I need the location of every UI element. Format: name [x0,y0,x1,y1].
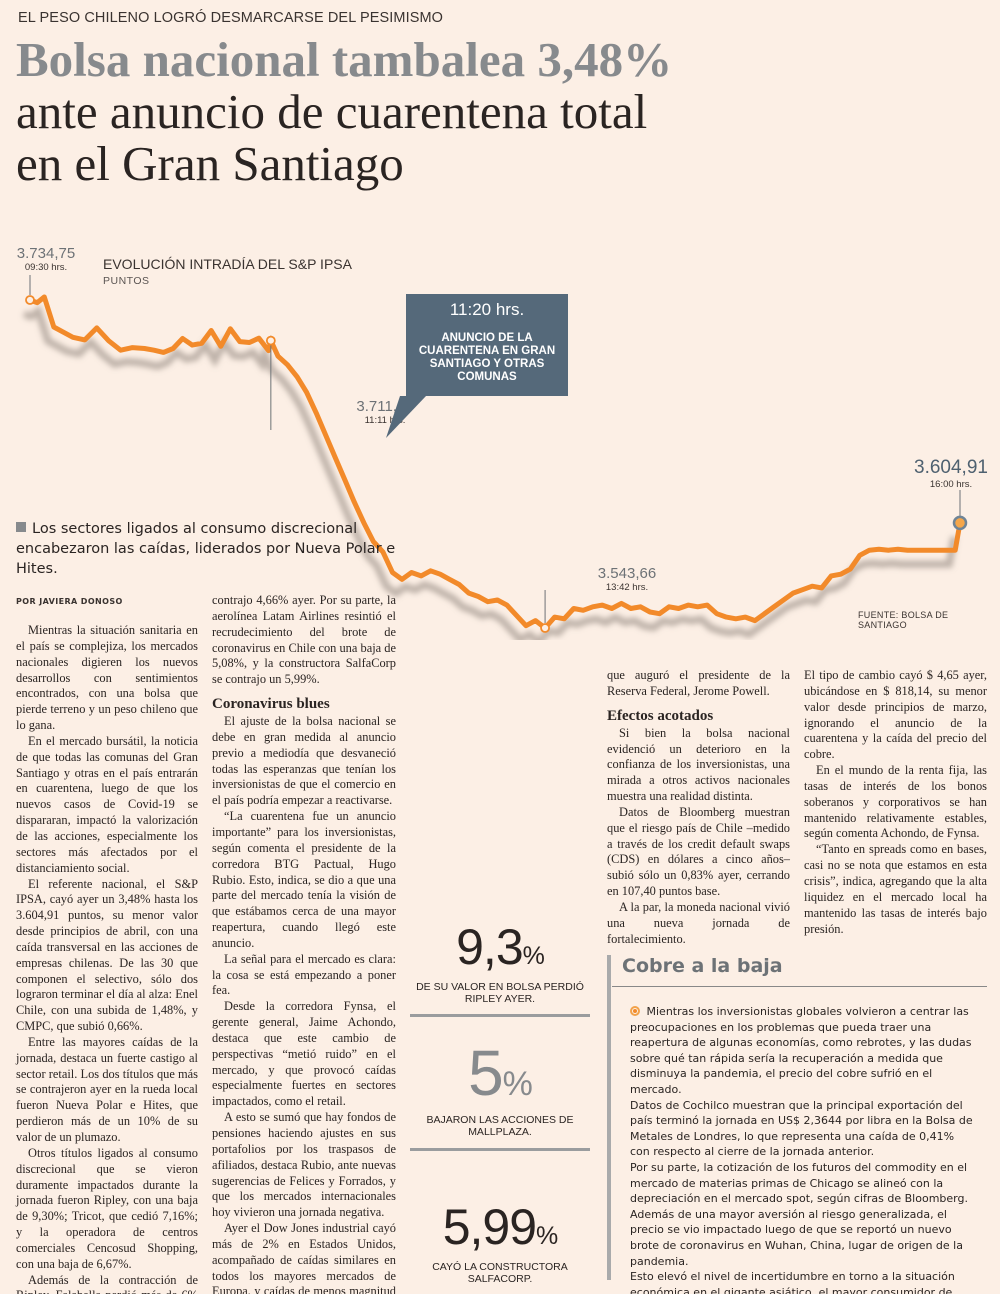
headline-line-3: en el Gran Santiago [16,136,404,191]
paragraph: Entre las mayores caídas de la jornada, … [16,1034,198,1144]
stat-ripley-caption: DE SU VALOR EN BOLSA PERDIÓ RIPLEY AYER. [416,981,584,1005]
paragraph: Mientras la situación sanitaria en el pa… [16,623,198,733]
sidebar-rule [612,986,987,987]
data-point-marker [25,295,35,305]
callout-text: ANUNCIO DE LA CUARENTENA EN GRAN SANTIAG… [418,332,556,383]
stat-mallplaza-number: 5% [410,1041,590,1114]
headline-line-2: ante anuncio de cuarentena total [16,84,648,139]
series-line-ipsa [27,294,963,631]
sidebar-paragraph-text: Mientras los inversionistas globales vol… [630,1005,972,1096]
sidebar-paragraph: Además de una mayor aversión al riesgo g… [630,1207,963,1268]
callout-pointer [386,396,426,438]
callout-pointer-shape [386,396,426,438]
article-column-2: contrajo 4,66% ayer. Por su parte, la ae… [212,593,396,1294]
article-headline: Bolsa nacional tambalea 3,48% ante anunc… [16,34,776,190]
stat-value: 9,3 [456,919,524,975]
paragraph: A esto se sumó que hay fondos de pension… [212,1110,396,1220]
article-column-1: Mientras la situación sanitaria en el pa… [16,623,198,1294]
stat-ripley: 9,3% DE SU VALOR EN BOLSA PERDIÓ RIPLEY … [410,922,590,1005]
paragraph: La señal para el mercado es clara: la co… [212,951,396,998]
stat-value: 5 [468,1037,504,1109]
headline-bold: Bolsa nacional tambalea 3,48% [16,32,673,87]
sidebar-paragraph: Datos de Cochilco muestran que la princi… [630,1098,973,1159]
subheading-efectos-acotados: Efectos acotados [607,707,714,724]
data-point-marker [265,335,276,346]
paragraph: que auguró el presidente de la Reserva F… [607,668,790,698]
stat-ripley-number: 9,3% [410,922,590,981]
stat-salfacorp-number: 5,99% [410,1202,590,1261]
stat-mallplaza: 5% BAJARON LAS ACCIONES DE MALLPLAZA. [410,1041,590,1138]
deck-text: Los sectores ligados al consumo discreci… [16,521,396,577]
stat-mallplaza-caption: BAJARON LAS ACCIONES DE MALLPLAZA. [426,1114,574,1138]
subheading-coronavirus-blues: Coronavirus blues [212,696,330,713]
stat-salfacorp-caption: CAYÓ LA CONSTRUCTORA SALFACORP. [432,1261,568,1285]
annotation-low: 3.543,66 13:42 hrs. [595,565,659,593]
ipsa-line-chart [22,275,968,640]
article-kicker: EL PESO CHILENO LOGRÓ DESMARCARSE DEL PE… [18,10,444,26]
stat-unit: % [502,1065,533,1103]
annotation-low-time: 13:42 hrs. [605,582,649,593]
callout-time: 11:20 hrs. [449,300,525,319]
annotation-low-value: 3.543,66 [597,565,657,582]
circle-bullet-icon [630,1006,640,1016]
sidebar-body: Mientras los inversionistas globales vol… [630,1004,975,1294]
article-column-3: que auguró el presidente de la Reserva F… [607,668,790,948]
paragraph: Ayer el Dow Jones industrial cayó más de… [212,1221,396,1294]
paragraph: El ajuste de la bolsa nacional se debe e… [212,714,396,808]
paragraph: Si bien la bolsa nacional evidenció un d… [607,725,790,804]
stat-unit: % [536,1222,558,1250]
paragraph: Datos de Bloomberg muestran que el riesg… [607,804,790,899]
stat-value: 5,99 [442,1199,537,1255]
paragraph: Otros títulos ligados al consumo discrec… [16,1145,198,1271]
chart-source: FUENTE: BOLSA DE SANTIAGO [858,610,949,630]
stat-unit: % [522,942,545,970]
byline: POR JAVIERA DONOSO [16,597,123,606]
chart-subtitle: PUNTOS [103,275,150,287]
paragraph: “Tanto en spreads como en bases, casi no… [804,842,987,936]
sidebar-paragraph: Esto elevó el nivel de incertidumbre en … [630,1270,955,1294]
paragraph: Desde la corredora Fynsa, el gerente gen… [212,999,396,1109]
data-point-marker [952,515,968,531]
square-bullet-icon [16,522,26,532]
paragraph: En el mercado bursátil, la noticia de qu… [16,733,198,875]
sidebar-paragraph: Mientras los inversionistas globales vol… [630,1004,975,1098]
sidebar-paragraph: Por su parte, la cotización de los futur… [630,1160,968,1206]
annotation-close-time: 16:00 hrs. [929,479,973,490]
stat-salfacorp: 5,99% CAYÓ LA CONSTRUCTORA SALFACORP. [410,1202,590,1285]
chart-title: EVOLUCIÓN INTRADÍA DEL S&P IPSA [103,256,352,272]
annotation-open-value: 3.734,75 [16,245,76,262]
paragraph: El tipo de cambio cayó $ 4,65 ayer, ubic… [804,668,987,762]
series-line-shadow [22,305,958,640]
annotation-close: 3.604,91 16:00 hrs. [906,457,996,490]
annotation-1111-time: 11:11 hrs. [364,415,406,426]
article-column-4: El tipo de cambio cayó $ 4,65 ayer, ubic… [804,668,987,937]
annotation-open-time: 09:30 hrs. [24,262,68,273]
paragraph: En el mundo de la renta fija, las tasas … [804,763,987,841]
annotation-close-value: 3.604,91 [914,457,988,478]
paragraph: El referente nacional, el S&P IPSA, cayó… [16,876,198,1034]
article-deck: Los sectores ligados al consumo discreci… [16,519,396,579]
paragraph: “La cuarentena fue un anuncio importante… [212,809,396,950]
stat-divider [410,1148,590,1151]
annotation-open: 3.734,75 09:30 hrs. [14,245,78,273]
stat-divider [410,1014,590,1017]
paragraph: A la par, la moneda nacional vivió una n… [607,899,790,946]
paragraph: Además de la contracción de Ripley, Fala… [16,1272,198,1294]
sidebar-title: Cobre a la baja [622,955,783,977]
quarantine-callout: 11:20 hrs. ANUNCIO DE LA CUARENTENA EN G… [406,294,568,396]
data-point-marker [540,623,550,633]
paragraph: contrajo 4,66% ayer. Por su parte, la ae… [212,593,396,687]
sidebar-accent-bar [607,955,611,1280]
